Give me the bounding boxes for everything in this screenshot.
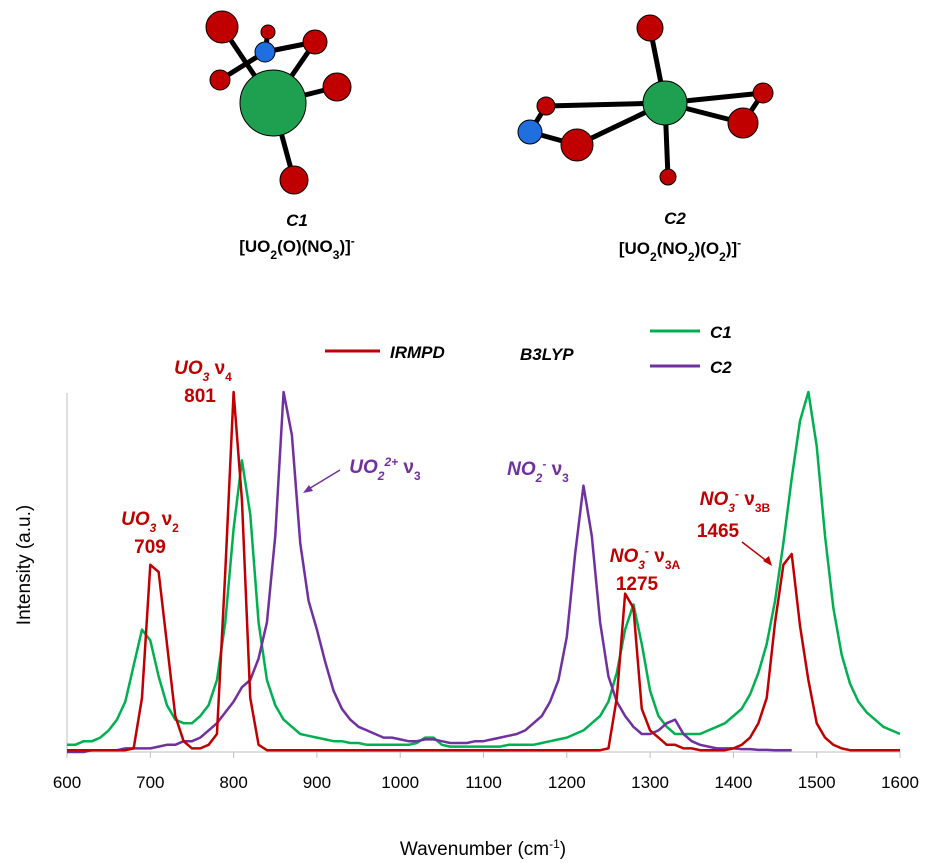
annotation-text: ν	[398, 457, 414, 478]
formula-part: (O)(NO	[277, 237, 333, 256]
arrow-head	[763, 556, 772, 566]
svg-text:NO2- ν3: NO2- ν3	[507, 457, 569, 485]
y-axis-title: Intensity (a.u.)	[14, 505, 35, 625]
structure-c1	[206, 11, 351, 194]
legend-label: C2	[710, 358, 732, 377]
annotation-text: 3	[562, 471, 569, 485]
annotation-text: ν	[209, 358, 225, 379]
annotation-text: 2	[535, 471, 543, 485]
x-tick-label: 600	[53, 773, 81, 792]
annotation: UO3 ν2 709	[121, 509, 179, 558]
legend-label: IRMPD	[390, 343, 445, 362]
annotation: NO3- ν3A 1275	[610, 544, 681, 595]
page: C1 [UO2(O)(NO3)]- C2 [UO2(NO2)(O2)]- IRM…	[0, 0, 927, 863]
annotation-text: 3	[638, 558, 645, 572]
x-tick-label: 1500	[798, 773, 836, 792]
formula-part: [UO	[239, 237, 270, 256]
legend-label: C1	[710, 323, 732, 342]
x-tick-label: 900	[303, 773, 331, 792]
x-axis-title: Wavenumber (cm-1)	[400, 837, 566, 860]
series-line	[67, 392, 900, 750]
annotation-text: 1465	[697, 521, 740, 542]
label-part: Wavenumber (cm	[400, 839, 549, 860]
formula-part: )]	[339, 237, 350, 256]
x-tick-label: 1600	[881, 773, 919, 792]
arrow	[742, 542, 768, 562]
x-tick-label: 1000	[381, 773, 419, 792]
annotation-text: NO	[507, 459, 536, 480]
structure-c2	[518, 15, 773, 185]
annotation-text: UO	[174, 358, 203, 379]
svg-text:UO3 ν2: UO3 ν2	[121, 509, 179, 535]
annotation: NO3- ν3B 1465	[697, 487, 772, 566]
annotation: UO22+ ν3	[303, 455, 421, 493]
annotation-text: ν	[739, 489, 755, 510]
formula-part: )]	[726, 239, 737, 258]
x-tick-label: 700	[136, 773, 164, 792]
annotation-text: 801	[184, 386, 216, 407]
annotation-text: ν	[546, 459, 562, 480]
annotation-text: UO	[121, 509, 150, 530]
x-tick-label: 800	[219, 773, 247, 792]
annotation-text: ν	[156, 509, 172, 530]
formula-part: )(O	[695, 239, 720, 258]
svg-text:UO3 ν4: UO3 ν4	[174, 358, 232, 384]
annotation: UO3 ν4 801	[174, 358, 232, 407]
label-part: )	[560, 839, 566, 860]
annotation-text: 4	[225, 370, 232, 384]
annotation: NO2- ν3	[507, 457, 569, 485]
arrow-head	[303, 485, 313, 493]
annotation-text: 2	[377, 469, 385, 483]
formula-part: [UO	[619, 239, 650, 258]
formula-part: -	[351, 234, 355, 248]
annotation-text: 3B	[755, 501, 771, 515]
formula-part: -	[737, 236, 741, 250]
annotation-text: NO	[700, 489, 729, 510]
annotation-text: 2	[172, 521, 179, 535]
legend-group: B3LYP	[520, 345, 574, 364]
plot: 600 700 800 900 1000 1100 1200 1300 1400 1500 1600	[53, 392, 919, 792]
x-tick-label: 1200	[548, 773, 586, 792]
structure-formula: [UO2(NO2)(O2)]-	[619, 236, 741, 264]
annotation-text: 2+	[383, 455, 398, 469]
formula-part: (NO	[657, 239, 688, 258]
annotation-text: 1275	[616, 574, 659, 595]
annotation-text: 3A	[665, 558, 681, 572]
structure-formula: [UO2(O)(NO3)]-	[239, 234, 355, 262]
x-tick-label: 1100	[465, 773, 502, 792]
x-tick-label: 1300	[631, 773, 669, 792]
annotation-text: 3	[728, 501, 735, 515]
structure-name: C2	[664, 209, 686, 228]
x-tick-label: 1400	[714, 773, 752, 792]
series-line	[67, 392, 792, 752]
annotation-text: ν	[649, 546, 665, 567]
svg-text:NO3- ν3B: NO3- ν3B	[700, 487, 771, 515]
arrow	[307, 470, 340, 490]
svg-text:NO3- ν3A: NO3- ν3A	[610, 544, 681, 572]
series-line	[67, 392, 900, 747]
annotation-text: 3	[414, 469, 421, 483]
annotation-text: 709	[134, 537, 166, 558]
annotation-text: UO	[349, 457, 378, 478]
svg-text:UO22+ ν3: UO22+ ν3	[349, 455, 421, 483]
label-part: -1	[549, 837, 560, 851]
annotation-text: NO	[610, 546, 639, 567]
structure-name: C1	[286, 211, 308, 230]
